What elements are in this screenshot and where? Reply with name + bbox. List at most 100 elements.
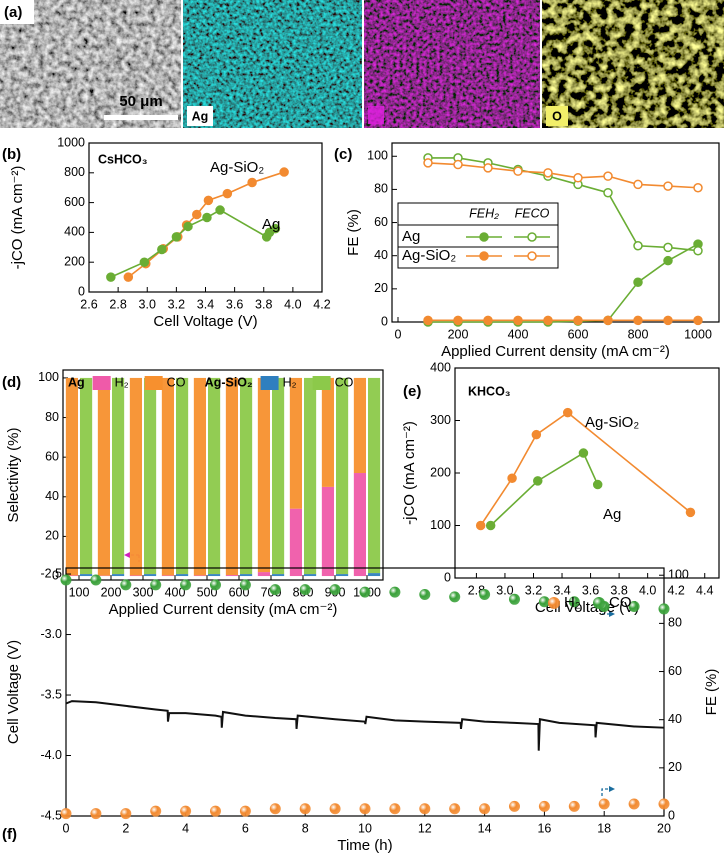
element-box — [368, 106, 384, 124]
element-label: O — [552, 109, 562, 123]
marker — [180, 805, 192, 817]
panel-label: (c) — [334, 146, 352, 163]
legend-marker — [479, 251, 489, 261]
y2-tick-label: 40 — [668, 712, 682, 726]
marker — [533, 476, 543, 486]
panel-label: (a) — [4, 4, 22, 21]
marker — [389, 803, 401, 815]
legend-marker — [527, 232, 537, 242]
y-tick-label: -4.5 — [40, 808, 62, 822]
x-tick-label: 16 — [537, 821, 551, 835]
x-axis-label: Cell Voltage (V) — [153, 313, 257, 330]
marker — [329, 803, 341, 815]
x-tick-label: 14 — [478, 821, 492, 835]
x-tick-label: 4.0 — [284, 297, 301, 311]
element-box — [546, 106, 568, 126]
marker — [603, 315, 613, 326]
marker — [507, 473, 517, 483]
marker — [513, 166, 523, 176]
marker — [203, 195, 214, 206]
bar-segment — [193, 575, 206, 577]
marker — [658, 603, 670, 615]
series-line — [490, 451, 599, 527]
marker — [633, 241, 643, 251]
arrow-head — [124, 552, 130, 558]
arrow — [601, 604, 612, 615]
x-tick-label: 3.0 — [139, 297, 156, 311]
bar-segment — [176, 574, 189, 577]
x-tick-label: 8 — [302, 821, 309, 835]
bar-segment — [240, 377, 253, 575]
bar-segment — [112, 377, 125, 575]
x-tick-label: 4.0 — [639, 583, 656, 597]
y-tick-label: 40 — [374, 248, 388, 262]
marker — [192, 209, 202, 220]
marker — [419, 803, 431, 815]
y-tick-label: 1000 — [57, 135, 85, 149]
y-axis-label: Cell Voltage (V) — [5, 640, 22, 744]
marker — [120, 579, 132, 591]
marker — [210, 579, 221, 591]
marker — [123, 272, 134, 282]
bar-segment — [80, 377, 93, 575]
element-label: Ag — [192, 109, 209, 123]
bar-segment — [112, 574, 125, 577]
x-tick-label: 2 — [122, 821, 129, 835]
y-tick-label: 400 — [430, 360, 451, 374]
x-tick-label: 400 — [508, 327, 529, 341]
marker — [562, 407, 573, 418]
marker — [693, 245, 703, 256]
x-tick-label: 3.8 — [255, 297, 272, 311]
bar-segment — [161, 377, 174, 576]
marker — [389, 586, 401, 598]
series-label: Ag — [603, 506, 621, 523]
x-tick-label: 2.6 — [80, 297, 97, 311]
marker — [419, 588, 431, 600]
marker — [479, 803, 491, 815]
bar-segment — [272, 377, 285, 575]
legend-label: Ag — [402, 228, 420, 245]
marker — [247, 177, 257, 188]
y-tick-label: 0 — [444, 570, 451, 584]
arrow — [601, 788, 612, 796]
marker — [633, 277, 643, 287]
y-tick-label: 40 — [45, 489, 59, 503]
plot-frame — [454, 367, 720, 579]
y2-tick-label: 60 — [668, 664, 682, 678]
y-tick-label: 200 — [430, 465, 451, 479]
marker — [299, 584, 311, 596]
bar-segment — [80, 574, 93, 577]
x-tick-label: 18 — [597, 821, 611, 835]
panel-label: (d) — [2, 374, 21, 391]
y-tick-label: 800 — [64, 165, 85, 179]
x-tick-label: 20 — [657, 821, 671, 835]
series-label: Ag-SiO₂ — [210, 159, 264, 176]
o-map — [542, 0, 724, 128]
y2-tick-label: 80 — [668, 616, 682, 630]
bar-segment — [208, 377, 221, 575]
bar-segment — [97, 377, 110, 576]
x-tick-label: 3.4 — [197, 297, 214, 311]
bar-segment — [353, 377, 366, 474]
x-tick-label: 0 — [395, 327, 402, 341]
marker — [538, 596, 550, 608]
scale-bar-label: 50 μm — [119, 93, 162, 110]
bar-segment — [257, 377, 270, 573]
bar-segment — [144, 574, 157, 577]
marker — [603, 171, 613, 181]
marker — [663, 242, 673, 253]
panel-label: (b) — [2, 146, 21, 163]
bar-segment — [289, 377, 302, 509]
series-line — [427, 162, 699, 189]
panel-label: (e) — [403, 383, 421, 400]
label-bg — [0, 0, 34, 24]
y-axis-label: -jCO (mA cm⁻²) — [9, 166, 26, 270]
y2-tick-label: 100 — [668, 568, 689, 582]
legend-marker — [479, 232, 489, 242]
bar-segment — [176, 377, 189, 575]
bar-segment — [161, 575, 174, 577]
y-tick-label: 60 — [45, 449, 59, 463]
legend-label: H₂ — [564, 594, 581, 611]
marker — [449, 803, 461, 815]
marker — [202, 212, 212, 223]
